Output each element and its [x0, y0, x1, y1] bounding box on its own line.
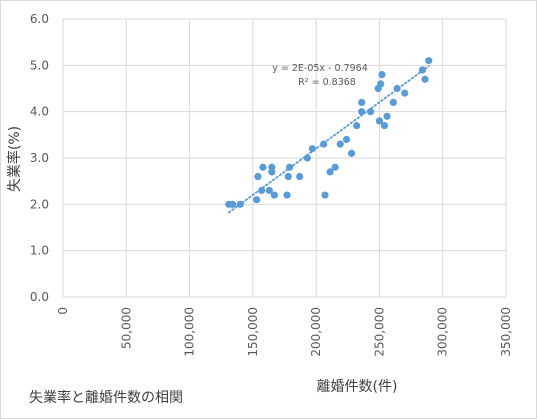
gridlines	[62, 18, 507, 298]
data-point	[336, 140, 344, 148]
data-point	[358, 98, 366, 106]
data-point	[253, 196, 261, 204]
data-point	[418, 66, 427, 74]
y-tick-label: 2.0	[30, 197, 49, 211]
chart-caption: 失業率と離婚件数の相関	[29, 389, 183, 406]
data-point	[321, 191, 329, 199]
data-points	[225, 57, 433, 208]
x-tick-label: 200,000	[309, 307, 323, 357]
data-point	[259, 163, 267, 171]
data-point	[254, 172, 262, 181]
x-tick-label: 0	[56, 307, 70, 315]
x-axis-title: 離婚件数(件)	[317, 378, 398, 395]
y-axis-title: 失業率(%)	[6, 126, 23, 192]
x-tick-label: 50,000	[119, 307, 133, 349]
x-tick-label: 300,000	[436, 307, 450, 357]
data-point	[284, 172, 292, 181]
data-point	[401, 89, 409, 97]
x-tick-labels: 0 50,000 100,000 150,000 200,000 250,000 300,0…	[56, 307, 513, 357]
x-tick-label: 100,000	[183, 307, 197, 357]
data-point	[236, 200, 244, 208]
data-point	[383, 112, 391, 120]
data-point	[366, 108, 375, 116]
y-tick-label: 5.0	[30, 58, 49, 72]
data-point	[342, 135, 351, 144]
data-point	[389, 98, 397, 106]
x-tick-label: 250,000	[372, 307, 386, 357]
data-point	[270, 191, 278, 199]
data-point	[296, 172, 304, 181]
data-point	[308, 145, 316, 153]
data-point	[421, 75, 429, 83]
y-tick-labels: 0.0 1.0 2.0 3.0 4.0 5.0 6.0	[30, 12, 49, 304]
data-point	[377, 80, 385, 88]
data-point	[375, 117, 384, 125]
data-point	[283, 191, 291, 199]
data-point	[347, 149, 356, 157]
data-point	[303, 154, 311, 162]
x-tick-label: 150,000	[246, 307, 260, 357]
y-tick-label: 0.0	[30, 290, 49, 304]
data-point	[265, 186, 273, 195]
data-point	[393, 84, 401, 93]
trendline-r-squared: R² = 0.8368	[298, 77, 356, 88]
data-point	[229, 200, 237, 208]
y-tick-label: 1.0	[30, 244, 49, 258]
data-point	[380, 121, 389, 130]
data-point	[358, 108, 366, 116]
y-tick-label: 3.0	[30, 151, 49, 165]
data-point	[331, 163, 339, 171]
data-point	[326, 168, 334, 176]
data-point	[378, 71, 386, 79]
data-point	[285, 163, 294, 171]
data-point	[353, 121, 361, 130]
x-tick-label: 350,000	[499, 307, 513, 357]
data-point	[268, 163, 276, 171]
data-point	[258, 186, 266, 195]
y-tick-label: 6.0	[30, 12, 49, 26]
data-point	[425, 57, 433, 65]
y-tick-label: 4.0	[30, 105, 49, 119]
data-point	[320, 140, 328, 148]
trendline-equation: y = 2E-05x - 0.7964	[272, 63, 368, 74]
